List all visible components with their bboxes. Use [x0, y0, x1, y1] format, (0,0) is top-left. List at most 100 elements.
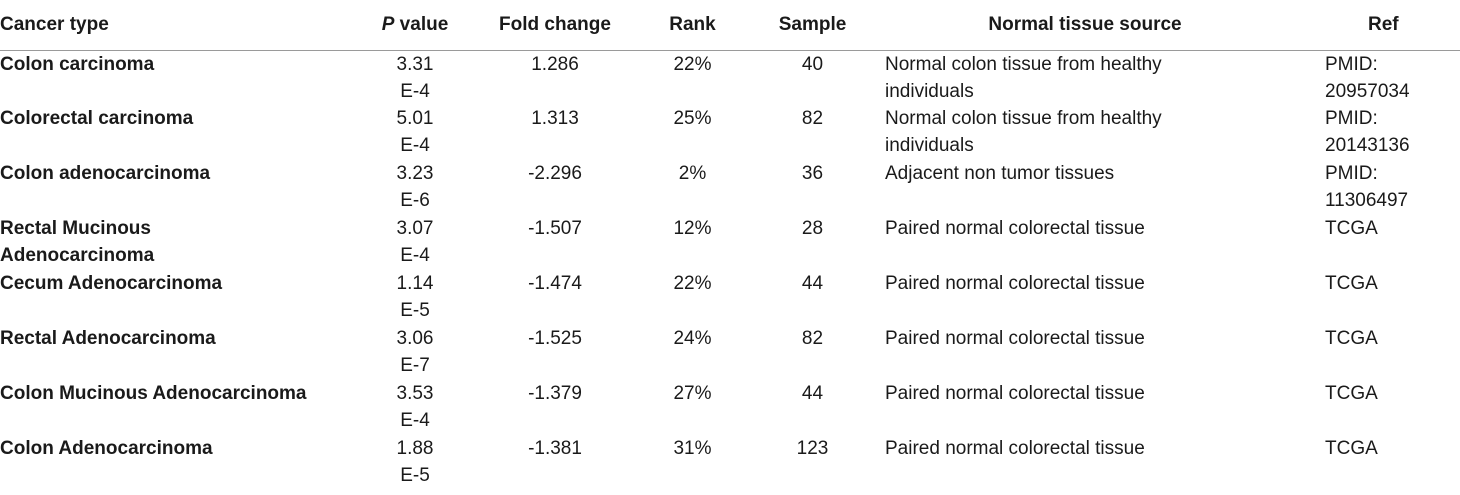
sample-cell: 44 [801, 383, 824, 404]
fold-change-cell: -1.474 [528, 273, 582, 294]
ref-text: PMID: 11306497 [1325, 163, 1409, 211]
fold-change-cell: -2.296 [528, 163, 582, 184]
cancer-type-cell: Rectal Mucinous Adenocarcinoma [0, 215, 360, 270]
normal-tissue-source-cell: Paired normal colorectal tissue [880, 270, 1290, 325]
ref-text: TCGA [1325, 273, 1378, 294]
cancer-type-cell: Rectal Adenocarcinoma [0, 328, 216, 349]
normal-tissue-source-text: Paired normal colorectal tissue [885, 218, 1145, 239]
ref-text: TCGA [1325, 328, 1378, 349]
normal-tissue-source-cell: Paired normal colorectal tissue [880, 380, 1290, 435]
normal-tissue-source-text: Normal colon tissue from healthy individ… [885, 53, 1162, 102]
ref-cell: PMID: 20143136 [1290, 105, 1460, 160]
rank-cell: 31% [673, 438, 712, 459]
ref-cell: TCGA [1290, 270, 1460, 325]
p-value-cell: 5.01E-4 [360, 105, 470, 160]
p-value-cell: 3.53E-4 [360, 380, 470, 435]
sample-cell: 123 [796, 438, 829, 459]
normal-tissue-source-cell: Paired normal colorectal tissue [880, 215, 1290, 270]
cancer-type-cell: Colon adenocarcinoma [0, 163, 211, 184]
normal-tissue-source-cell: Normal colon tissue from healthy individ… [880, 105, 1290, 160]
p-value-text: 3.31E-4 [396, 53, 434, 102]
ref-text: TCGA [1325, 218, 1378, 239]
table-row: Colorectal carcinoma 5.01E-4 1.313 25% 8… [0, 105, 1460, 160]
normal-tissue-source-text: Normal colon tissue from healthy individ… [885, 108, 1162, 156]
ref-cell: TCGA [1290, 435, 1460, 490]
fold-change-cell: -1.381 [528, 438, 582, 459]
sample-cell: 44 [801, 273, 824, 294]
cancer-type-cell: Cecum Adenocarcinoma [0, 273, 223, 294]
fold-change-cell: 1.313 [531, 108, 579, 129]
p-value-cell: 3.23E-6 [360, 160, 470, 215]
table-row: Colon Adenocarcinoma 1.88E-5 -1.381 31% … [0, 435, 1460, 490]
p-value-text: 3.53E-4 [396, 383, 434, 431]
ref-cell: TCGA [1290, 325, 1460, 380]
p-value-text: 3.07E-4 [396, 218, 434, 266]
ref-text: PMID: 20957034 [1325, 53, 1410, 102]
normal-tissue-source-text: Paired normal colorectal tissue [885, 273, 1145, 294]
fold-change-cell: 1.286 [531, 53, 579, 75]
p-value-cell: 1.88E-5 [360, 435, 470, 490]
fold-change-cell: -1.507 [528, 218, 582, 239]
normal-tissue-source-text: Adjacent non tumor tissues [885, 163, 1115, 184]
ref-cell: PMID: 20957034 [1290, 50, 1460, 105]
normal-tissue-source-cell: Paired normal colorectal tissue [880, 435, 1290, 490]
p-value-text: 1.88E-5 [396, 438, 434, 486]
ref-cell: PMID: 11306497 [1290, 160, 1460, 215]
table-row: Rectal Adenocarcinoma 3.06E-7 -1.525 24%… [0, 325, 1460, 380]
ref-text: TCGA [1325, 383, 1378, 404]
rank-cell: 12% [673, 218, 712, 239]
cancer-type-cell: Colon carcinoma [0, 53, 155, 75]
header-normal-tissue-source: Normal tissue source [880, 0, 1290, 51]
p-value-cell: 3.06E-7 [360, 325, 470, 380]
p-value-cell: 3.31E-4 [360, 50, 470, 105]
table-row: Cecum Adenocarcinoma 1.14E-5 -1.474 22% … [0, 270, 1460, 325]
table-row: Colon adenocarcinoma 3.23E-6 -2.296 2% 3… [0, 160, 1460, 215]
p-value-text: 1.14E-5 [396, 273, 434, 321]
fold-change-cell: -1.379 [528, 383, 582, 404]
p-value-text: 3.23E-6 [396, 163, 434, 211]
normal-tissue-source-cell: Normal colon tissue from healthy individ… [880, 50, 1290, 105]
header-row: Cancer type P value Fold change Rank Sam… [0, 0, 1460, 51]
table-row: Rectal Mucinous Adenocarcinoma 3.07E-4 -… [0, 215, 1460, 270]
cancer-type-cell: Colorectal carcinoma [0, 108, 194, 129]
sample-cell: 40 [801, 53, 824, 75]
p-value-text: 3.06E-7 [396, 328, 434, 376]
normal-tissue-source-cell: Adjacent non tumor tissues [880, 160, 1290, 215]
rank-cell: 22% [673, 273, 712, 294]
normal-tissue-source-text: Paired normal colorectal tissue [885, 438, 1145, 459]
header-sample: Sample [745, 0, 880, 51]
table-row: Colon carcinoma 3.31E-4 1.286 22% 40 Nor… [0, 50, 1460, 105]
cancer-type-cell: Colon Adenocarcinoma [0, 438, 213, 459]
normal-tissue-source-text: Paired normal colorectal tissue [885, 328, 1145, 349]
ref-cell: TCGA [1290, 215, 1460, 270]
rank-cell: 27% [673, 383, 712, 404]
header-fold-change: Fold change [470, 0, 640, 51]
p-value-text: 5.01E-4 [396, 108, 434, 156]
p-value-cell: 1.14E-5 [360, 270, 470, 325]
normal-tissue-source-text: Paired normal colorectal tissue [885, 383, 1145, 404]
fold-change-cell: -1.525 [528, 328, 582, 349]
rank-cell: 24% [673, 328, 712, 349]
header-p-rest: value [394, 13, 449, 35]
p-value-cell: 3.07E-4 [360, 215, 470, 270]
sample-cell: 36 [801, 163, 824, 184]
table-row: Colon Mucinous Adenocarcinoma 3.53E-4 -1… [0, 380, 1460, 435]
ref-text: PMID: 20143136 [1325, 108, 1410, 156]
ref-text: TCGA [1325, 438, 1378, 459]
table-body: Colon carcinoma 3.31E-4 1.286 22% 40 Nor… [0, 50, 1460, 490]
ref-cell: TCGA [1290, 380, 1460, 435]
cancer-type-text: Rectal Mucinous Adenocarcinoma [0, 218, 155, 266]
rank-cell: 2% [678, 163, 707, 184]
normal-tissue-source-cell: Paired normal colorectal tissue [880, 325, 1290, 380]
rank-cell: 25% [673, 108, 712, 129]
sample-cell: 82 [801, 108, 824, 129]
rank-cell: 22% [673, 53, 712, 75]
header-p-value: P value [360, 0, 470, 51]
header-cancer-type: Cancer type [0, 0, 360, 51]
header-p-letter: P [381, 13, 395, 35]
sample-cell: 82 [801, 328, 824, 349]
cancer-type-cell: Colon Mucinous Adenocarcinoma [0, 383, 307, 404]
header-rank: Rank [640, 0, 745, 51]
